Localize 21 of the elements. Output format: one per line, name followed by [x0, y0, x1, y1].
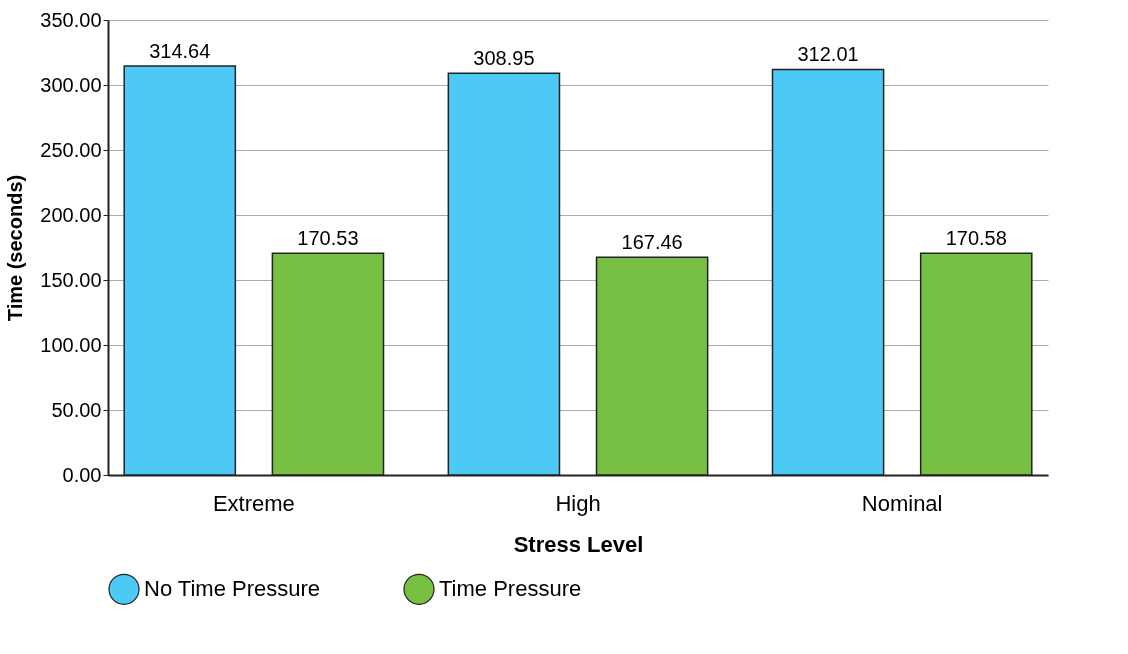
- legend-label: No Time Pressure: [144, 576, 321, 602]
- y-tick-label: 250.00: [40, 138, 102, 161]
- data-label: 170.53: [297, 227, 359, 250]
- x-tick-label: High: [555, 490, 601, 516]
- y-axis-title: Time (seconds): [4, 174, 27, 322]
- data-label: 314.64: [149, 39, 211, 62]
- data-label: 170.58: [945, 227, 1007, 250]
- y-tick-label: 150.00: [40, 268, 102, 291]
- legend-label: Time Pressure: [439, 576, 582, 602]
- x-tick-label: Nominal: [861, 490, 943, 516]
- y-tick-label: 350.00: [40, 8, 102, 31]
- y-tick-label: 50.00: [51, 398, 102, 421]
- data-label: 312.01: [797, 43, 859, 66]
- y-tick-label: 300.00: [40, 73, 102, 96]
- y-tick-label: 0.00: [62, 463, 102, 486]
- data-label: 308.95: [473, 47, 535, 70]
- x-axis-title: Stress Level: [513, 531, 644, 557]
- y-tick-label: 100.00: [40, 333, 102, 356]
- y-tick-label: 200.00: [40, 203, 102, 226]
- data-label: 167.46: [621, 231, 683, 254]
- x-tick-label: Extreme: [212, 490, 295, 516]
